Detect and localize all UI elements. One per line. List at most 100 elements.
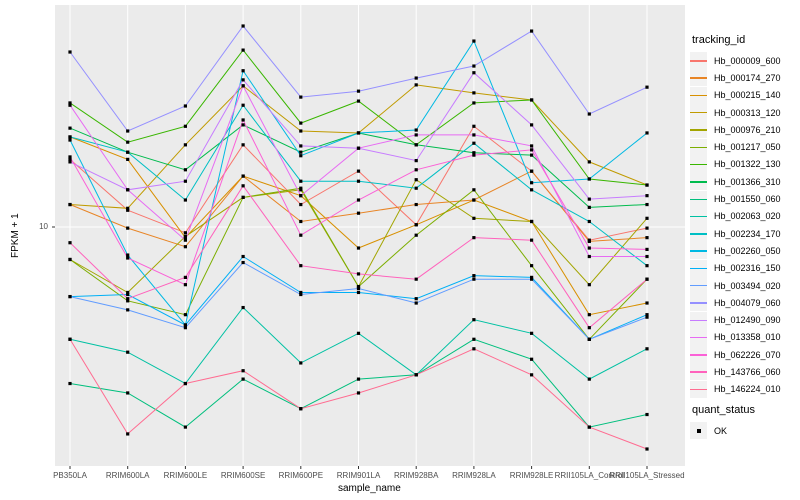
legend-item-Hb_012490_090: Hb_012490_090: [690, 311, 800, 329]
point-Hb_002260_050: [530, 181, 534, 185]
legend-item-Hb_000976_210: Hb_000976_210: [690, 121, 800, 139]
quant-key-square-icon: [690, 422, 707, 440]
point-Hb_146224_010: [356, 391, 361, 395]
point-Hb_002234_170: [299, 179, 303, 183]
point-Hb_004079_060: [68, 50, 72, 54]
point-Hb_001366_310: [645, 202, 649, 207]
point-Hb_001217_050: [414, 233, 418, 237]
point-Hb_004079_060: [414, 76, 418, 80]
point-Hb_143766_060: [183, 275, 187, 279]
point-Hb_002063_020: [126, 350, 130, 354]
point-Hb_001322_130: [645, 183, 649, 187]
point-Hb_003494_020: [645, 315, 649, 319]
point-Hb_000009_600: [68, 157, 72, 161]
point-Hb_012490_090: [530, 123, 534, 127]
point-Hb_002316_150: [241, 254, 245, 259]
legend-label: Hb_001366_310: [714, 176, 781, 187]
point-Hb_002234_170: [645, 264, 649, 268]
point-Hb_013358_010: [299, 194, 303, 198]
point-Hb_062226_070: [530, 148, 534, 152]
legend-color-line: [690, 112, 707, 114]
point-Hb_146224_010: [183, 381, 187, 386]
point-Hb_143766_060: [414, 277, 418, 281]
point-Hb_002063_020: [472, 318, 476, 322]
point-Hb_000976_210: [414, 178, 418, 182]
point-Hb_001217_050: [183, 313, 187, 317]
point-Hb_143766_060: [241, 184, 245, 188]
legend-color-line: [690, 285, 707, 287]
x-tick-label-RRIM928BA: RRIM928BA: [393, 471, 439, 480]
legend-label: Hb_013358_010: [714, 332, 781, 343]
point-Hb_002316_150: [414, 297, 418, 301]
point-Hb_001322_130: [530, 98, 534, 102]
point-Hb_002316_150: [183, 323, 187, 327]
legend-key-line-icon: [690, 155, 707, 173]
point-Hb_012490_090: [68, 160, 72, 164]
point-Hb_000313_120: [126, 206, 130, 210]
point-Hb_001550_060: [241, 377, 245, 381]
point-Hb_013358_010: [414, 133, 418, 137]
point-Hb_013358_010: [587, 254, 591, 259]
point-Hb_013358_010: [68, 103, 72, 107]
legend-label: Hb_001217_050: [714, 142, 781, 153]
point-Hb_002316_150: [530, 275, 534, 279]
point-Hb_143766_060: [299, 264, 303, 268]
point-Hb_013358_010: [241, 84, 245, 88]
point-Hb_143766_060: [68, 241, 72, 245]
point-Hb_000009_600: [241, 143, 245, 147]
point-Hb_000174_270: [414, 202, 418, 207]
legend-key-line-icon: [690, 346, 707, 364]
legend-label: Hb_000215_140: [714, 90, 781, 101]
legend-label: Hb_000976_210: [714, 124, 781, 135]
legend-color-line: [690, 233, 707, 235]
point-Hb_013358_010: [472, 133, 476, 137]
point-Hb_012490_090: [414, 159, 418, 163]
quant-legend-label: OK: [714, 425, 728, 436]
point-Hb_062226_070: [126, 256, 130, 260]
point-Hb_000976_210: [530, 219, 534, 224]
point-Hb_000976_210: [299, 188, 303, 192]
legend-key-line-icon: [690, 311, 707, 329]
legend-item-Hb_000215_140: Hb_000215_140: [690, 86, 800, 104]
legend-item-Hb_000313_120: Hb_000313_120: [690, 104, 800, 122]
point-Hb_001366_310: [241, 123, 245, 127]
point-Hb_001217_050: [68, 257, 72, 262]
point-Hb_001322_130: [299, 121, 303, 125]
legend-key-line-icon: [690, 328, 707, 346]
legend-label: Hb_143766_060: [714, 366, 781, 377]
point-Hb_001550_060: [472, 337, 476, 341]
point-Hb_004079_060: [587, 112, 591, 116]
point-Hb_062226_070: [68, 155, 72, 159]
legend-color-line: [690, 146, 707, 149]
point-Hb_003494_020: [183, 326, 187, 330]
legend-item-Hb_002234_170: Hb_002234_170: [690, 225, 800, 243]
point-Hb_001366_310: [183, 168, 187, 172]
point-Hb_000215_140: [645, 301, 649, 305]
point-Hb_002234_170: [356, 179, 361, 183]
point-Hb_002260_050: [414, 128, 418, 132]
point-Hb_002063_020: [645, 347, 649, 351]
point-Hb_001366_310: [68, 126, 72, 130]
x-tick-label-RRIM928LE: RRIM928LE: [509, 471, 554, 480]
point-Hb_001217_050: [126, 299, 130, 303]
point-Hb_013358_010: [530, 144, 534, 148]
point-Hb_002063_020: [356, 331, 361, 335]
point-Hb_003494_020: [126, 308, 130, 312]
legend-color-line: [690, 354, 707, 356]
point-Hb_001550_060: [68, 381, 72, 386]
point-Hb_001322_130: [356, 99, 361, 103]
point-Hb_143766_060: [587, 326, 591, 330]
point-Hb_000009_600: [126, 208, 130, 212]
point-Hb_146224_010: [645, 447, 649, 451]
x-tick-label-RRIM600LA: RRIM600LA: [105, 471, 150, 480]
point-Hb_012490_090: [472, 71, 476, 75]
point-Hb_002234_170: [126, 150, 130, 154]
legend-item-Hb_002316_150: Hb_002316_150: [690, 259, 800, 277]
point-Hb_062226_070: [356, 198, 361, 202]
legend-color-line: [690, 181, 707, 183]
legend-key-line-icon: [690, 242, 707, 260]
legend-item-Hb_004079_060: Hb_004079_060: [690, 294, 800, 312]
legend-item-Hb_001322_130: Hb_001322_130: [690, 155, 800, 173]
point-Hb_000009_600: [299, 202, 303, 207]
point-Hb_001322_130: [183, 124, 187, 128]
